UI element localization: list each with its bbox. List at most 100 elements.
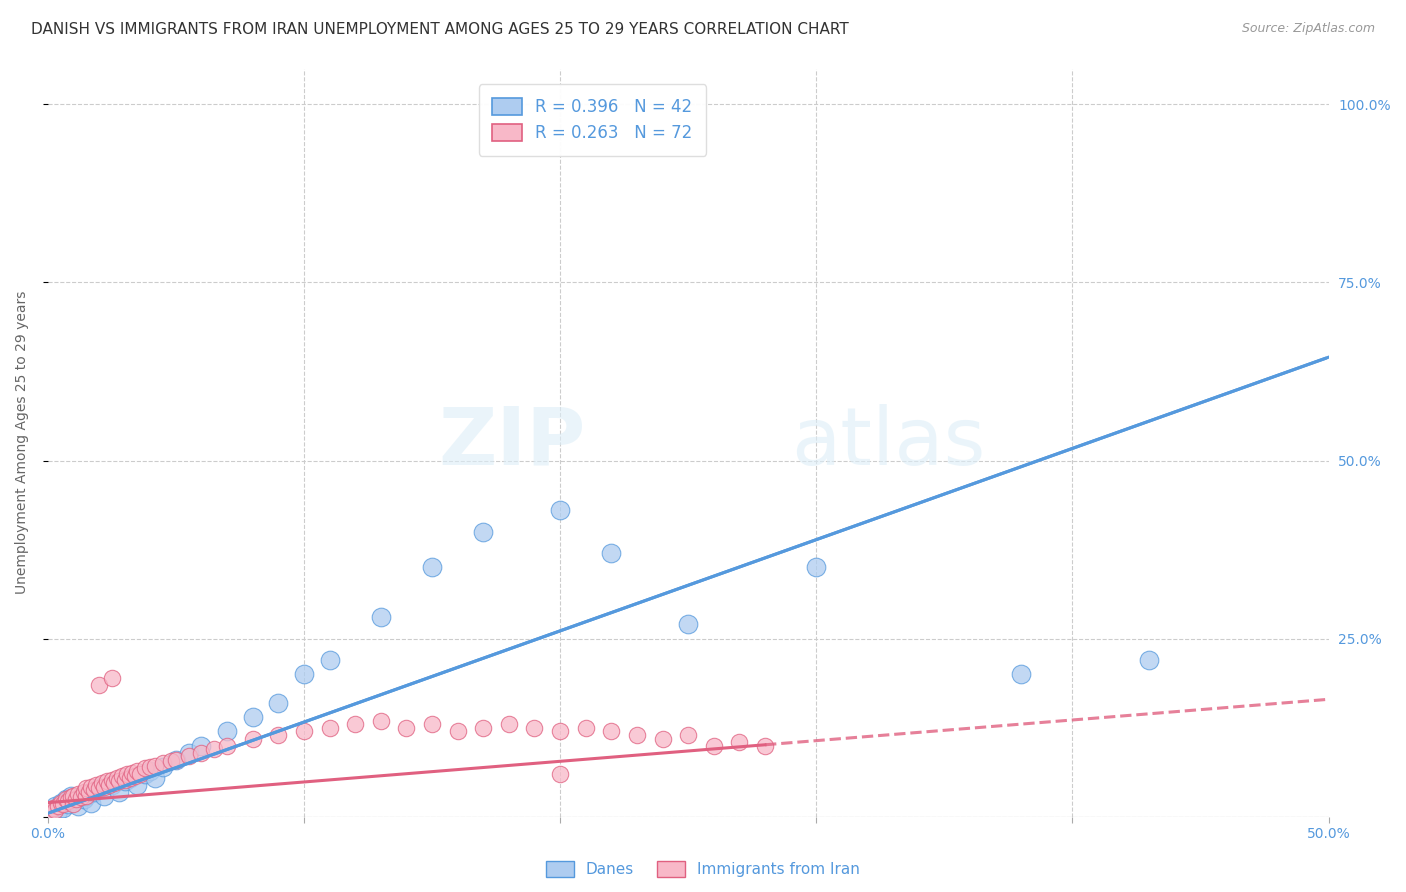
Text: atlas: atlas (790, 404, 986, 482)
Point (344, 717, 367, 731)
Point (217, 739, 239, 753)
Point (139, 760, 162, 774)
Point (134, 761, 156, 775)
Point (44, 803, 66, 817)
Point (87, 781, 110, 796)
Point (143, 771, 166, 785)
Point (93, 780, 115, 794)
Point (159, 754, 181, 768)
Point (127, 764, 149, 778)
Point (626, 728, 648, 742)
Point (118, 771, 141, 785)
Point (52, 801, 75, 815)
Point (676, 617, 699, 632)
Point (62, 794, 84, 808)
Text: ZIP: ZIP (439, 404, 586, 482)
Point (806, 560, 828, 574)
Point (121, 765, 143, 780)
Point (242, 731, 264, 746)
Point (134, 767, 156, 781)
Point (58, 797, 80, 811)
Point (72, 785, 94, 799)
Text: DANISH VS IMMIGRANTS FROM IRAN UNEMPLOYMENT AMONG AGES 25 TO 29 YEARS CORRELATIO: DANISH VS IMMIGRANTS FROM IRAN UNEMPLOYM… (31, 22, 849, 37)
Point (420, 560, 443, 574)
Point (108, 774, 131, 789)
Point (83, 782, 105, 797)
Point (49, 796, 72, 810)
Point (101, 778, 124, 792)
Point (70, 789, 93, 804)
Point (318, 721, 340, 735)
Point (59, 789, 82, 803)
Point (101, 671, 124, 685)
Point (77, 785, 100, 799)
Point (103, 775, 125, 789)
Point (177, 749, 200, 764)
Point (548, 724, 571, 739)
Point (87, 678, 110, 692)
Point (67, 787, 90, 801)
Point (292, 724, 315, 739)
Point (108, 785, 131, 799)
Point (75, 789, 97, 803)
Point (114, 774, 136, 789)
Point (143, 758, 166, 772)
Point (217, 724, 239, 739)
Point (87, 781, 110, 796)
Point (472, 524, 495, 539)
Point (49, 796, 72, 810)
Point (242, 710, 264, 724)
Point (370, 714, 392, 728)
Point (370, 610, 392, 624)
Point (600, 546, 623, 560)
Point (86, 778, 108, 792)
Point (75, 789, 97, 803)
Point (152, 760, 174, 774)
Point (46, 804, 69, 818)
Point (190, 739, 212, 753)
Point (101, 772, 124, 787)
Point (498, 717, 520, 731)
Point (75, 781, 97, 796)
Point (72, 792, 94, 806)
Point (651, 731, 673, 746)
Point (42, 801, 65, 815)
Point (523, 721, 546, 735)
Point (420, 717, 443, 731)
Point (548, 767, 571, 781)
Point (600, 724, 623, 739)
Point (548, 503, 571, 517)
Point (80, 796, 103, 810)
Point (52, 797, 75, 811)
Point (93, 789, 115, 803)
Point (165, 753, 187, 767)
Point (42, 803, 65, 817)
Point (395, 721, 418, 735)
Point (152, 756, 174, 771)
Point (124, 768, 146, 782)
Point (1137, 653, 1160, 667)
Point (202, 742, 225, 756)
Point (575, 721, 598, 735)
Point (98, 778, 121, 792)
Point (62, 789, 84, 803)
Point (55, 792, 77, 806)
Point (1010, 667, 1032, 681)
Point (676, 728, 699, 742)
Point (58, 794, 80, 808)
Point (115, 767, 138, 781)
Legend: Danes, Immigrants from Iran: Danes, Immigrants from Iran (540, 855, 866, 883)
Point (190, 746, 212, 760)
Point (472, 721, 495, 735)
Text: Source: ZipAtlas.com: Source: ZipAtlas.com (1241, 22, 1375, 36)
Point (90, 775, 112, 789)
Point (127, 778, 149, 792)
Point (44, 799, 66, 814)
Point (46, 799, 69, 814)
Legend: R = 0.396   N = 42, R = 0.263   N = 72: R = 0.396 N = 42, R = 0.263 N = 72 (479, 85, 706, 156)
Point (267, 728, 290, 742)
Point (446, 724, 468, 739)
Point (728, 735, 751, 749)
Point (177, 746, 200, 760)
Point (111, 768, 134, 782)
